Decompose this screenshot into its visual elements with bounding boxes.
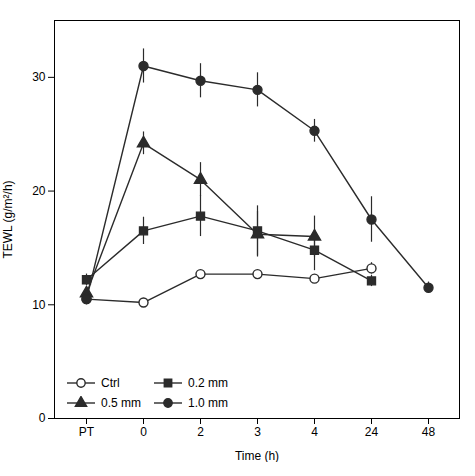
svg-text:PT: PT — [79, 425, 95, 439]
svg-text:Time (h): Time (h) — [235, 449, 279, 463]
svg-text:20: 20 — [32, 184, 46, 198]
html-text:0.5 mm: 0.5 mm — [101, 396, 141, 410]
svg-text:48: 48 — [422, 425, 436, 439]
svg-text:0: 0 — [39, 411, 46, 425]
html-text:Ctrl: Ctrl — [101, 376, 120, 390]
svg-text:4: 4 — [311, 425, 318, 439]
svg-text:10: 10 — [32, 298, 46, 312]
html-text:1.0 mm: 1.0 mm — [188, 396, 228, 410]
svg-text:0: 0 — [140, 425, 147, 439]
svg-text:TEWL (g/m²/h): TEWL (g/m²/h) — [1, 180, 15, 258]
html-text:0.2 mm: 0.2 mm — [188, 376, 228, 390]
svg-text:30: 30 — [32, 70, 46, 84]
svg-text:24: 24 — [365, 425, 379, 439]
svg-text:2: 2 — [197, 425, 204, 439]
svg-text:3: 3 — [254, 425, 261, 439]
